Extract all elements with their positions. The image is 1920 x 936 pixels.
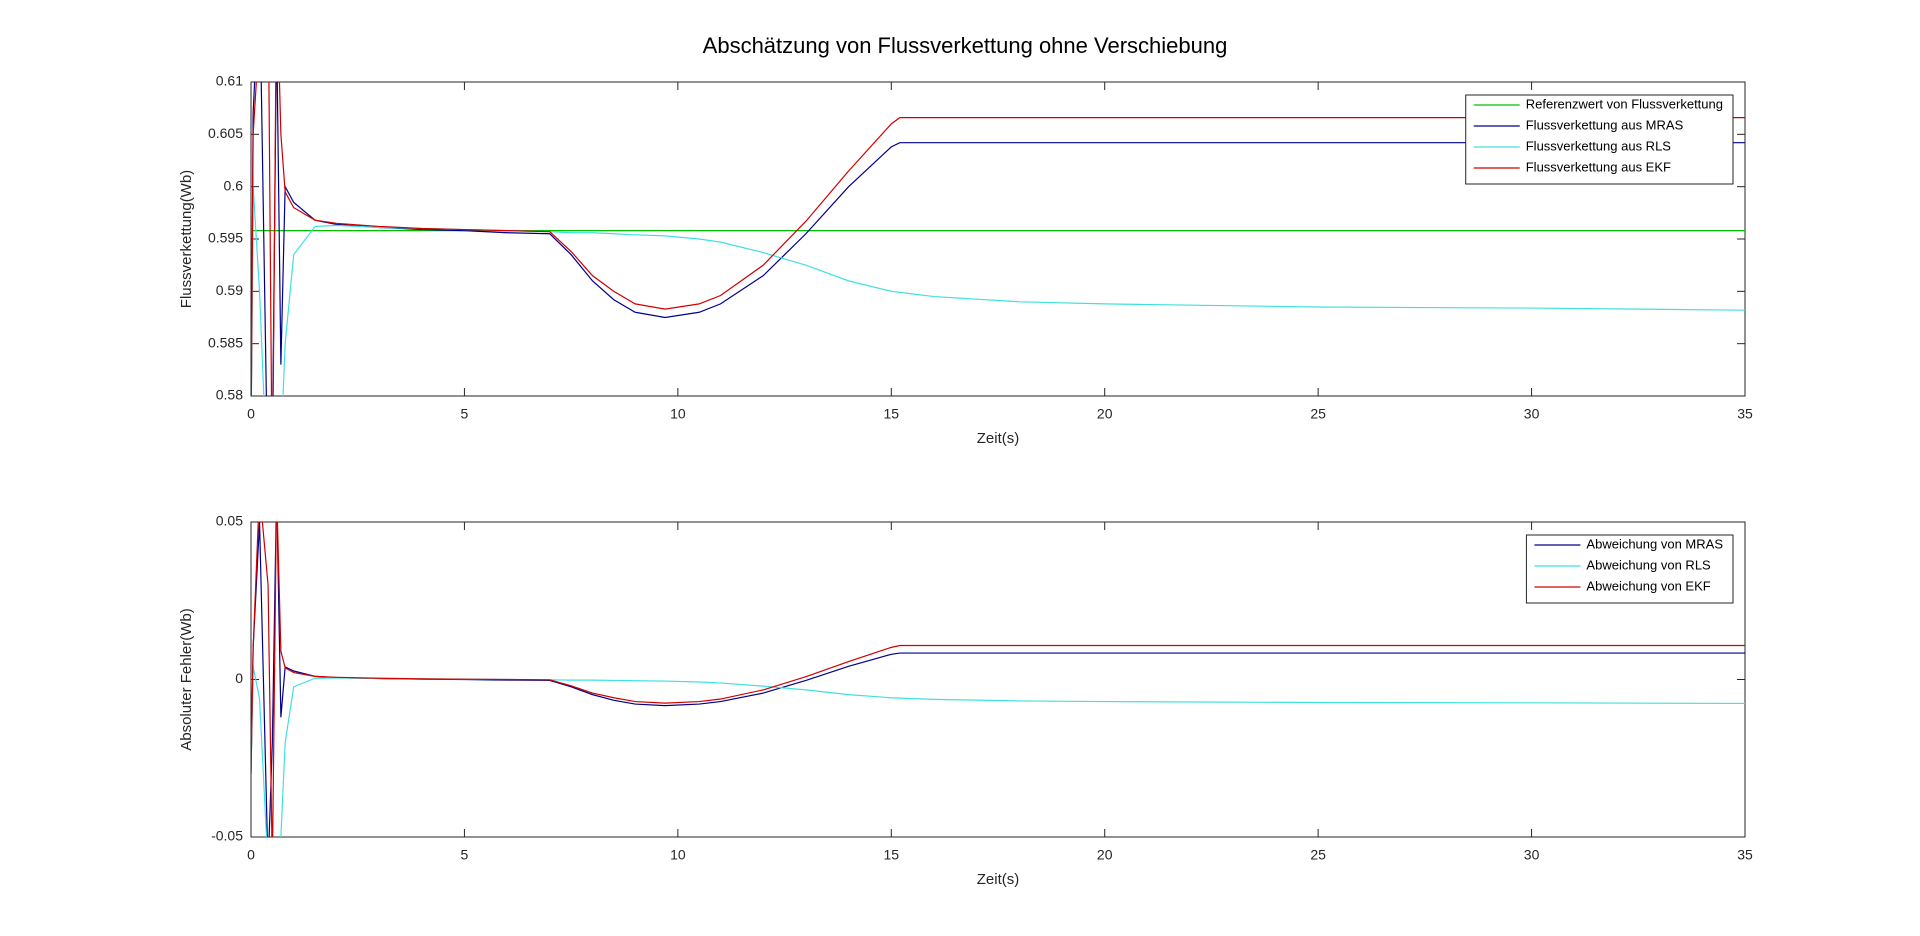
y-tick-label: 0.605 <box>208 125 243 141</box>
x-tick-label: 25 <box>1310 847 1326 863</box>
x-tick-label: 20 <box>1097 847 1113 863</box>
x-tick-label: 35 <box>1737 406 1753 422</box>
y-tick-label: 0.58 <box>216 387 243 403</box>
legend-label: Flussverkettung aus MRAS <box>1526 117 1684 132</box>
data-line <box>251 522 1745 837</box>
legend-label: Abweichung von RLS <box>1586 557 1711 572</box>
x-tick-label: 25 <box>1310 406 1326 422</box>
legend-label: Referenzwert von Flussverkettung <box>1526 96 1723 111</box>
chart-title: Abschätzung von Flussverkettung ohne Ver… <box>703 33 1228 58</box>
legend: Referenzwert von Flussverkettung Flussver… <box>1465 94 1734 185</box>
legend-label: Flussverkettung aus EKF <box>1526 159 1671 174</box>
x-tick-label: 10 <box>670 847 686 863</box>
plot-lines <box>251 522 1745 837</box>
x-tick-label: 15 <box>883 406 899 422</box>
x-tick-label: 15 <box>883 847 899 863</box>
x-tick-label: 30 <box>1524 847 1540 863</box>
x-tick-label: 10 <box>670 406 686 422</box>
y-tick-label: 0.595 <box>208 230 243 246</box>
y-tick-label: 0.585 <box>208 334 243 350</box>
y-tick-label: 0.05 <box>216 513 243 529</box>
x-tick-label: 20 <box>1097 406 1113 422</box>
data-line <box>251 522 1745 837</box>
x-tick-label: 0 <box>247 847 255 863</box>
y-tick-label: -0.05 <box>211 828 243 844</box>
x-tick-label: 30 <box>1524 406 1540 422</box>
x-tick-label: 0 <box>247 406 255 422</box>
y-axis-label: Flussverkettung(Wb) <box>178 170 195 308</box>
y-tick-label: 0 <box>235 670 243 686</box>
y-tick-label: 0.59 <box>216 282 243 298</box>
data-line <box>251 82 1745 396</box>
x-tick-label: 5 <box>461 406 469 422</box>
y-tick-label: 0.6 <box>224 177 244 193</box>
legend-label: Abweichung von MRAS <box>1586 536 1723 551</box>
data-line <box>251 186 1745 396</box>
plot-lines <box>251 82 1745 396</box>
x-tick-label: 35 <box>1737 847 1753 863</box>
x-axis-label: Zeit(s) <box>977 871 1020 888</box>
x-axis-label: Zeit(s) <box>977 430 1020 447</box>
legend-label: Abweichung von EKF <box>1586 578 1710 593</box>
legend: Abweichung von MRAS Abweichung von RLS Abw… <box>1525 534 1734 604</box>
legend-box <box>1465 94 1734 185</box>
x-tick-label: 5 <box>461 847 469 863</box>
legend-box <box>1525 534 1734 604</box>
data-line <box>251 666 1745 837</box>
data-line <box>251 82 1745 396</box>
y-tick-label: 0.61 <box>216 73 243 89</box>
legend-label: Flussverkettung aus RLS <box>1526 138 1672 153</box>
y-axis-label: Absoluter Fehler(Wb) <box>178 608 195 751</box>
